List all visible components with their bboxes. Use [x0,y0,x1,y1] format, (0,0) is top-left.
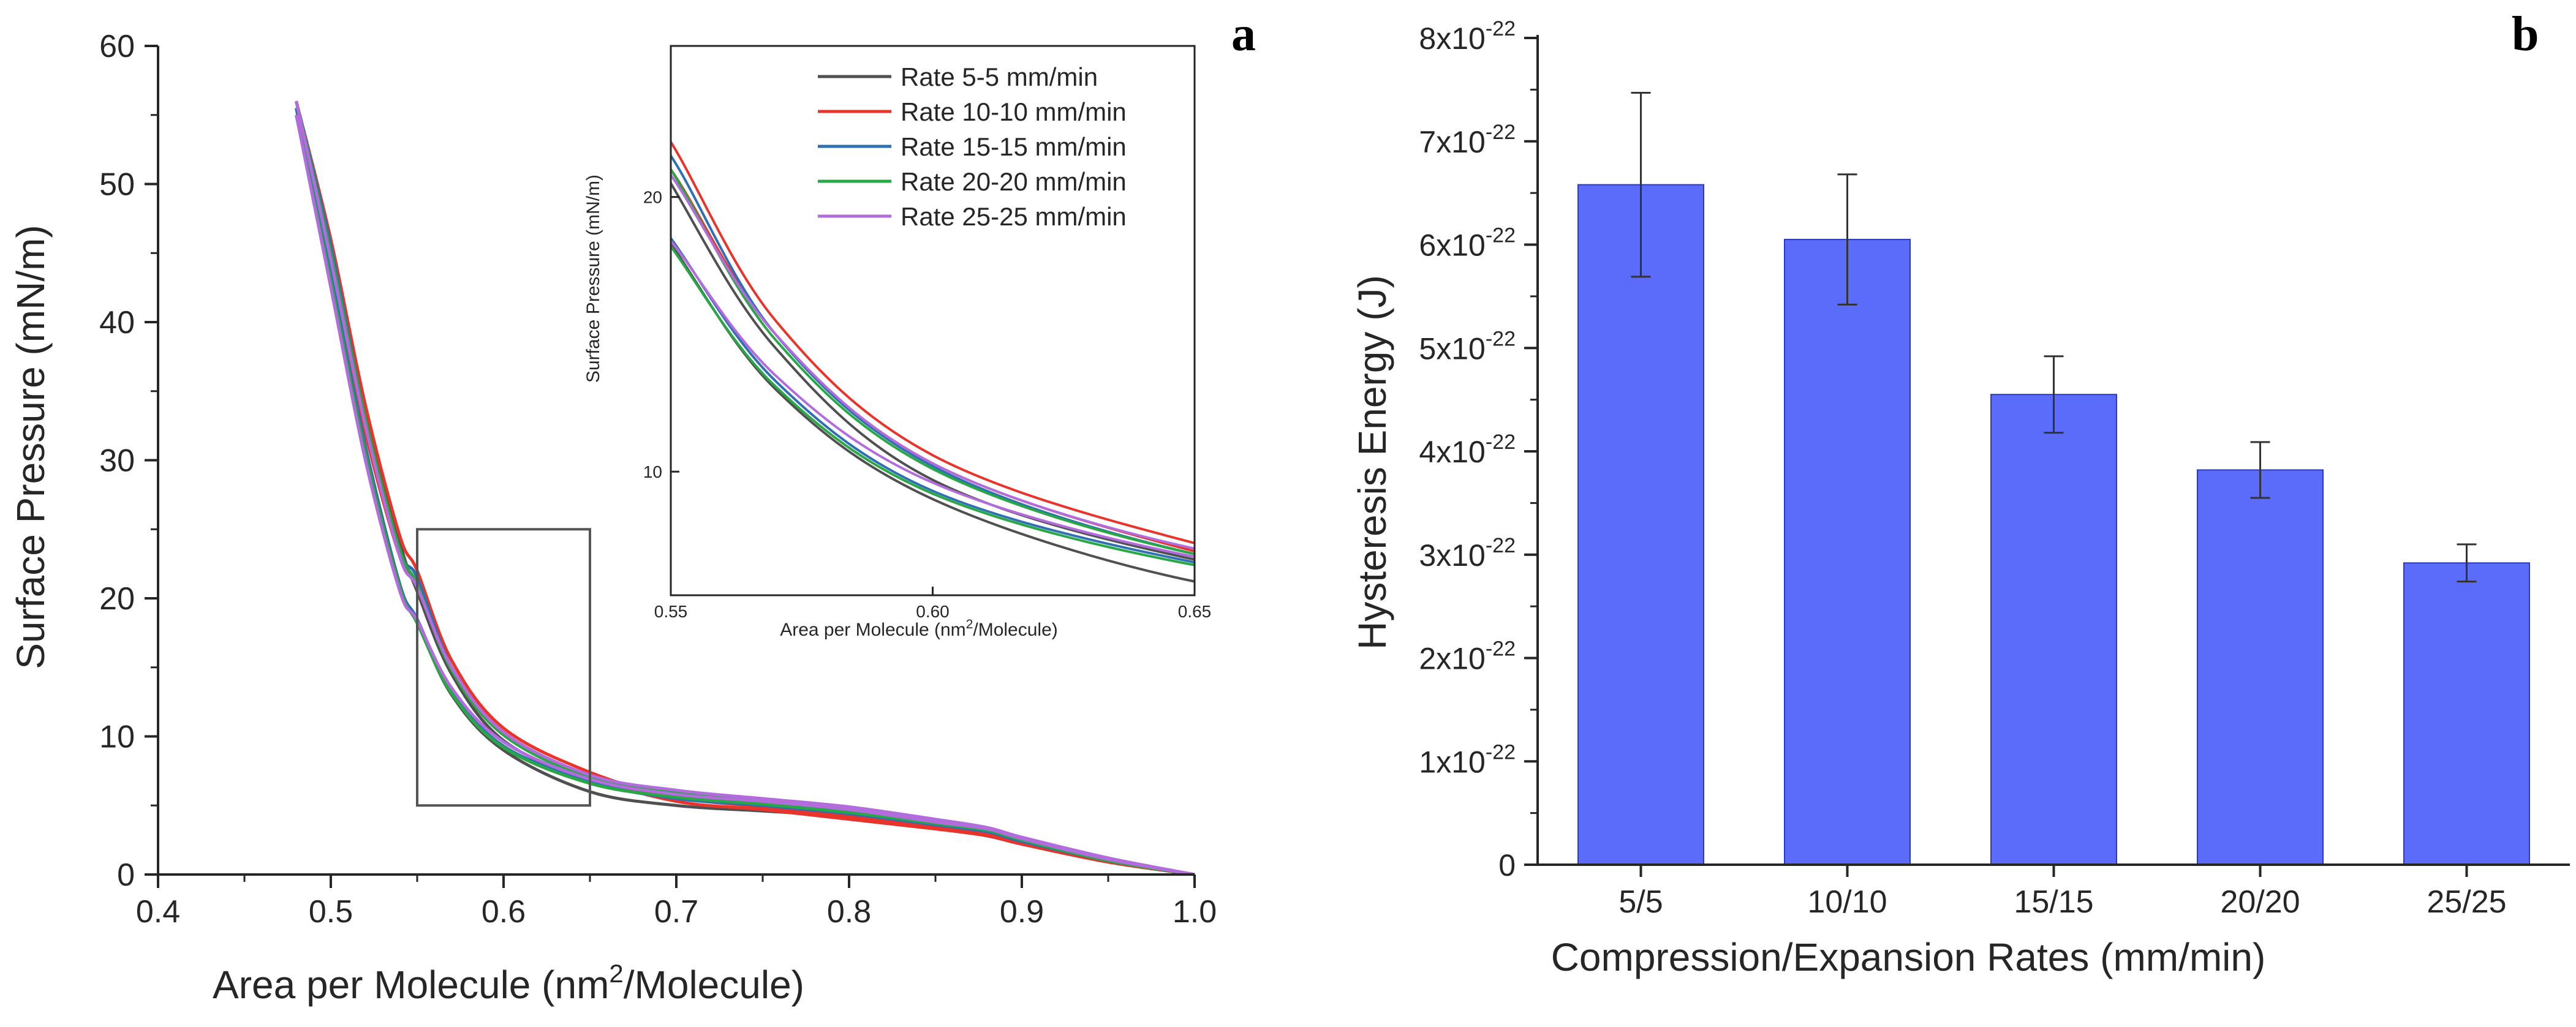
panel-a-chart: a 0.4 0.5 0.6 0.7 0.8 0.9 1.0 0 10 20 30 40 50 60 Are… [9,7,1256,1007]
legend-label-4: Rate 20-20 mm/min [901,167,1127,196]
b-x-tick-label: 25/25 [2427,884,2506,920]
panel-a-letter: a [1231,7,1256,61]
zoom-region-box [416,528,591,807]
x-tick-label: 1.0 [1173,894,1217,930]
inset-x-tick-label: 0.65 [1178,602,1212,621]
inset-y-tick-label: 20 [643,188,662,207]
bar-5-5 [1577,184,1704,865]
panel-b-x-axis-label: Compression/Expansion Rates (mm/min) [1551,935,2266,979]
b-y-tick-label: 8x10-22 [1419,17,1516,56]
b-y-tick-label: 5x10-22 [1419,327,1516,366]
inset-curve-4-compression [671,167,1195,555]
panel-b-letter: b [2512,7,2539,61]
x-tick-label: 0.7 [654,894,698,930]
inset-curve-2-compression [671,140,1195,544]
y-tick-label: 0 [117,857,135,893]
b-x-tick-label: 15/15 [2014,884,2093,920]
panel-a-x-axis-label: Area per Molecule (nm2/Molecule) [213,959,804,1007]
inset-curves [671,140,1195,583]
inset-x-tick-label: 0.60 [916,602,950,621]
panel-b-bars [1577,91,2530,865]
x-tick-label: 0.6 [482,894,526,930]
bar-15-15 [1990,394,2117,865]
bar-20-20 [2197,469,2324,865]
x-tick-label: 0.5 [309,894,353,930]
inset-curve-4-expansion [671,244,1195,566]
b-y-tick-label: 4x10-22 [1419,431,1516,469]
legend: Rate 5-5 mm/min Rate 10-10 mm/min Rate 15-… [818,62,1127,231]
x-tick-label: 0.8 [827,894,871,930]
inset-curve-1-expansion [671,241,1195,583]
panel-b-y-axis-label: Hysteresis Energy (J) [1350,275,1394,650]
inset-x-axis-label: Area per Molecule (nm2/Molecule) [780,617,1058,640]
inset-curve-3-compression [671,153,1195,555]
b-y-tick-label: 1x10-22 [1419,740,1516,779]
y-tick-label: 50 [99,167,135,203]
b-x-tick-label: 10/10 [1807,884,1887,920]
inset-curve-5-compression [671,173,1195,550]
curve-5-compression [295,100,1195,876]
bar-10-10 [1784,239,1911,865]
x-tick-label: 0.4 [136,894,180,930]
b-x-tick-label: 5/5 [1618,884,1663,920]
panel-b-chart: b 0 1x10-22 2x10-22 3x10-22 4x10-22 5x10-22 6x… [1350,7,2570,979]
x-tick-label: 0.9 [1000,894,1044,930]
b-y-tick-label: 0 [1498,848,1516,882]
b-y-tick-label: 2x10-22 [1419,638,1516,676]
legend-label-5: Rate 25-25 mm/min [901,202,1127,231]
panel-a-curves [295,100,1195,876]
curve-2-compression [295,100,1195,876]
panel-a-y-axis-label: Surface Pressure (mN/m) [9,225,53,669]
inset-background [671,46,1195,595]
b-y-tick-label: 6x10-22 [1419,224,1516,263]
y-tick-label: 60 [99,29,135,64]
b-y-tick-label: 3x10-22 [1419,534,1516,573]
y-tick-label: 30 [99,443,135,479]
y-tick-label: 40 [99,305,135,340]
inset-curve-1-compression [671,181,1195,561]
b-y-tick-label: 7x10-22 [1419,121,1516,159]
panel-b-axes: 0 1x10-22 2x10-22 3x10-22 4x10-22 5x10-22 6x10… [1419,17,2570,920]
inset-axes: 0.55 0.60 0.65 10 20 [643,45,1212,621]
inset-y-axis-label: Surface Pressure (mN/m) [583,175,603,383]
inset-y-tick-label: 10 [643,462,662,481]
y-tick-label: 20 [99,581,135,617]
b-x-tick-label: 20/20 [2220,884,2300,920]
panel-a-axes: 0.4 0.5 0.6 0.7 0.8 0.9 1.0 0 10 20 30 40 50 60 [99,29,1217,930]
y-tick-label: 10 [99,720,135,755]
inset-curve-5-expansion [671,239,1195,559]
legend-label-3: Rate 15-15 mm/min [901,132,1127,161]
inset-chart: 0.55 0.60 0.65 10 20 Area per Molecule (nm2/… [583,45,1212,640]
inset-x-tick-label: 0.55 [654,602,688,621]
legend-label-2: Rate 10-10 mm/min [901,97,1127,126]
legend-label-1: Rate 5-5 mm/min [901,62,1098,91]
bar-25-25 [2403,562,2530,865]
